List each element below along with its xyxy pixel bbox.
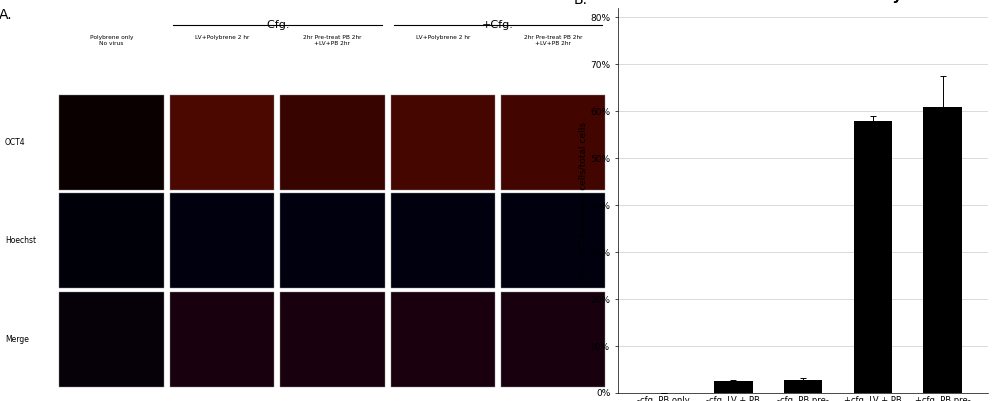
Text: +Cfg.: +Cfg. [482,20,514,30]
Text: A.: A. [0,8,13,22]
Bar [280,95,384,190]
Text: B.: B. [574,0,588,7]
Bar [390,292,495,387]
Text: LV+Polybrene 2 hr: LV+Polybrene 2 hr [416,35,470,40]
Bar [501,193,606,288]
Bar [501,95,606,190]
Bar [170,193,274,288]
Bar [170,95,274,190]
Bar [390,193,495,288]
Bar [923,107,962,393]
Bar [60,292,164,387]
Text: -Cfg.: -Cfg. [264,20,290,30]
Bar [60,193,164,288]
Text: 2hr Pre-treat PB 2hr
+LV+PB 2hr: 2hr Pre-treat PB 2hr +LV+PB 2hr [524,35,583,46]
Text: 2hr Pre-treat PB 2hr
+LV+PB 2hr: 2hr Pre-treat PB 2hr +LV+PB 2hr [303,35,361,46]
Bar [783,380,822,393]
Text: LV+Polybrene 2 hr: LV+Polybrene 2 hr [195,35,249,40]
Bar [854,121,892,393]
Text: Merge: Merge [5,335,29,344]
Bar [390,95,495,190]
Bar [714,381,753,393]
Bar [501,292,606,387]
Bar [60,95,164,190]
Text: Polybrene only
No virus: Polybrene only No virus [89,35,133,46]
Title: Transduction efficiency: Transduction efficiency [703,0,903,3]
Bar [170,292,274,387]
Y-axis label: % of OCT4-positive cells/total cells: % of OCT4-positive cells/total cells [579,122,588,279]
Text: OCT4: OCT4 [5,138,26,147]
Bar [280,193,384,288]
Text: Hoechst: Hoechst [5,237,36,245]
Bar [280,292,384,387]
